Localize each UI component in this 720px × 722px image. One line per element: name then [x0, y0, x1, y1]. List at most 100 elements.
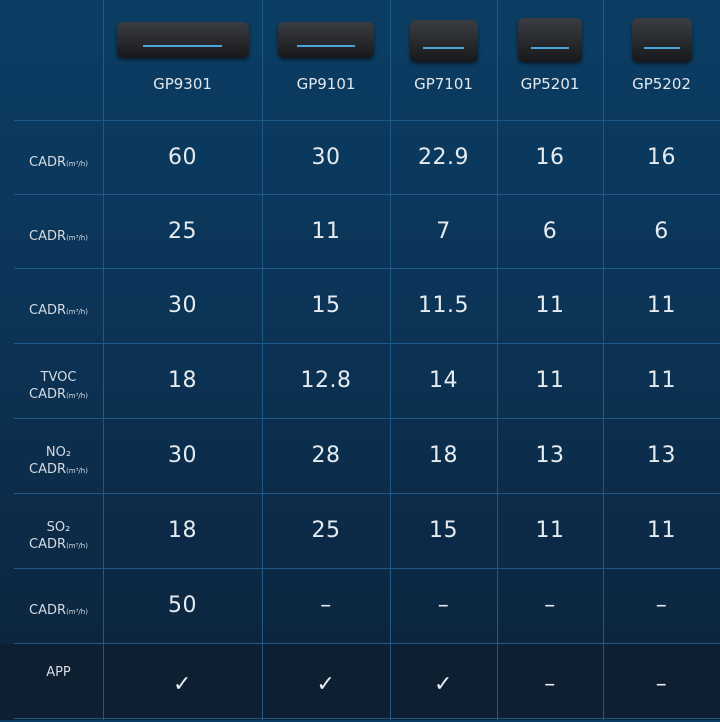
check-icon: ✓ [316, 672, 336, 697]
table-cell-value: 18 [168, 368, 197, 393]
product-model-name: GP7101 [414, 75, 473, 93]
row-label-metric: CADR(m³/h) [29, 386, 88, 405]
table-cell-value: 11.5 [418, 293, 469, 318]
row-label: CADR(m³/h) [14, 274, 103, 349]
row-label-metric: CADR(m³/h) [29, 536, 88, 555]
indicator-light [530, 46, 570, 49]
grid-line-vertical [390, 0, 391, 720]
check-icon: ✓ [434, 672, 453, 697]
table-cell-value: 30 [168, 293, 197, 318]
table-cell-value: 60 [168, 144, 197, 170]
table-cell-value: 7 [436, 218, 451, 244]
table-cell-value: 18 [168, 518, 197, 543]
row-label-unit: (m³/h) [66, 308, 88, 316]
product-model-name: GP9101 [296, 75, 356, 93]
table-cell-value: 14 [429, 368, 458, 393]
grid-line-vertical [497, 0, 498, 720]
row-label-pollutant: TVOC [40, 369, 77, 385]
table-cell-value: 11 [647, 368, 676, 393]
table-cell-value: 16 [647, 144, 676, 170]
row-label: APP [14, 635, 103, 710]
table-cell-value: 30 [168, 443, 197, 468]
air-purifier-compact-image [631, 18, 692, 62]
table-cell-value: 11 [311, 218, 341, 244]
row-label-unit: (m³/h) [66, 541, 88, 550]
not-available: – [655, 593, 668, 618]
row-label-text: CADR [29, 228, 67, 244]
table-cell-value: 11 [535, 293, 565, 318]
grid-line-vertical [262, 0, 263, 720]
row-label-text: CADR [29, 536, 67, 552]
table-cell-value: 25 [168, 218, 197, 244]
row-label-metric: CADR(m³/h) [29, 602, 88, 621]
row-label-unit: (m³/h) [66, 608, 88, 616]
table-cell-value: 15 [311, 293, 341, 318]
table-cell-value: 13 [647, 443, 676, 468]
product-model-name: GP9301 [153, 75, 212, 93]
air-purifier-flat-image [116, 22, 249, 58]
table-cell-value: 12.8 [300, 368, 352, 393]
row-label: CADR(m³/h) [14, 574, 103, 649]
table-cell-value: 15 [429, 518, 458, 543]
table-cell-value: 6 [542, 218, 558, 244]
table-cell-value: 22.9 [418, 144, 469, 170]
row-label: NO₂ CADR(m³/h) [14, 424, 103, 499]
not-available: – [544, 672, 556, 697]
row-label-unit: (m³/h) [66, 233, 88, 242]
grid-line-horizontal [14, 343, 720, 344]
indicator-light [643, 46, 680, 49]
row-label-metric: CADR(m³/h) [29, 302, 88, 321]
table-cell-value: 18 [429, 443, 458, 468]
air-purifier-compact-image [518, 18, 582, 62]
indicator-light [423, 47, 464, 50]
grid-line-horizontal [14, 568, 720, 569]
indicator-light [297, 45, 355, 48]
not-available: – [544, 593, 556, 618]
table-cell-value: 11 [647, 293, 676, 318]
row-label: CADR(m³/h) [14, 126, 103, 200]
grid-line-vertical [603, 0, 604, 720]
table-cell-value: 6 [654, 218, 669, 244]
row-label-metric: CADR(m³/h) [29, 461, 88, 480]
row-label-text: CADR [29, 386, 67, 402]
row-label: CADR(m³/h) [14, 200, 103, 274]
row-label-pollutant: SO₂ [46, 519, 71, 535]
air-purifier-round-image [278, 22, 374, 58]
not-available: – [437, 593, 450, 618]
grid-line-horizontal [14, 120, 720, 121]
table-cell-value: 25 [311, 518, 341, 543]
air-purifier-cube-image [409, 20, 478, 62]
row-label-metric: APP [46, 664, 71, 681]
row-label-metric: CADR(m³/h) [29, 154, 88, 173]
row-label-text: CADR [29, 154, 67, 170]
grid-line-horizontal [14, 643, 720, 644]
grid-line-horizontal [14, 194, 720, 195]
row-label-unit: (m³/h) [66, 391, 88, 400]
row-label-text: CADR [29, 303, 67, 318]
table-cell-value: 11 [535, 368, 565, 393]
row-label: TVOC CADR(m³/h) [14, 349, 103, 424]
grid-line-horizontal [14, 493, 720, 494]
table-cell-value: 11 [535, 518, 565, 543]
row-label-unit: (m³/h) [66, 159, 88, 168]
table-cell-value: 50 [168, 593, 197, 618]
not-available: – [320, 593, 332, 618]
row-label-text: CADR [29, 461, 67, 477]
row-label-unit: (m³/h) [66, 466, 88, 475]
app-row-background [0, 644, 720, 720]
grid-line-horizontal [14, 718, 720, 719]
table-cell-value: 11 [647, 518, 676, 543]
product-model-name: GP5201 [520, 75, 580, 93]
not-available: – [655, 672, 668, 697]
row-label-metric: CADR(m³/h) [29, 228, 88, 247]
table-cell-value: 30 [311, 144, 341, 170]
product-model-name: GP5202 [632, 75, 691, 93]
row-label-pollutant: NO₂ [45, 444, 72, 460]
indicator-light [142, 45, 223, 48]
table-cell-value: 28 [311, 443, 341, 468]
grid-line-horizontal [14, 418, 720, 419]
row-label: SO₂ CADR(m³/h) [14, 499, 103, 574]
grid-line-horizontal [14, 268, 720, 269]
row-label-text: CADR [29, 603, 67, 618]
